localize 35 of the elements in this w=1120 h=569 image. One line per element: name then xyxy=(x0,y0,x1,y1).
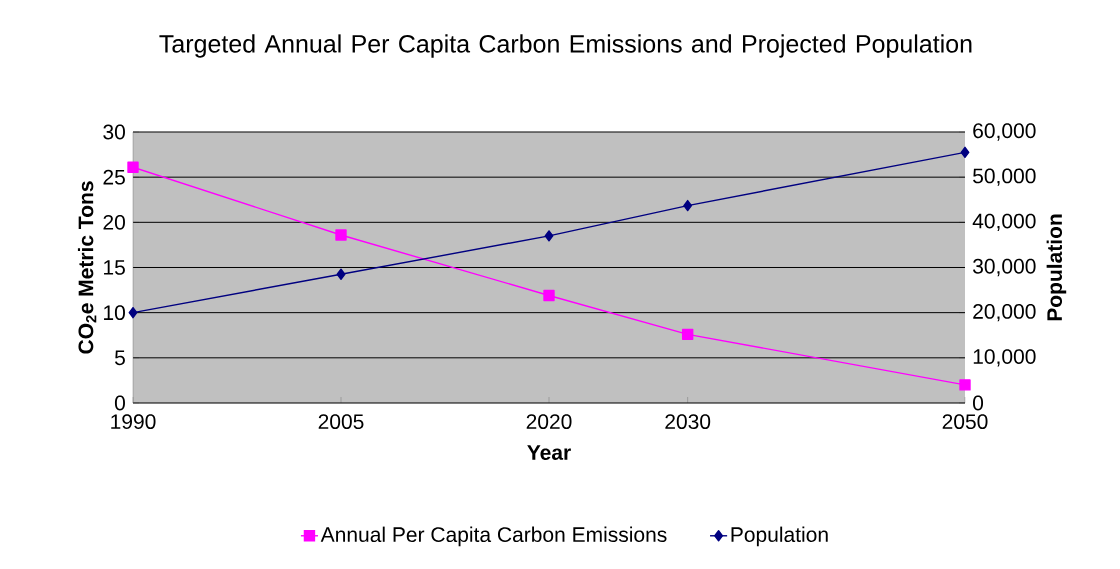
y-tick-label: 25 xyxy=(103,169,125,185)
point xyxy=(960,146,970,159)
y2-tick-label: 50,000 xyxy=(973,168,1036,186)
y-tick-label: 5 xyxy=(114,350,125,366)
x-tick-label: 2050 xyxy=(942,414,988,430)
point xyxy=(127,161,139,173)
y-tick-label: 10 xyxy=(104,305,125,321)
y-tick-label: 15 xyxy=(104,260,125,275)
y2-tick-label: 30,000 xyxy=(973,258,1036,277)
y2-axis-title: Population xyxy=(1046,214,1067,321)
legend-label: Annual Per Capita Carbon Emissions xyxy=(320,526,667,547)
point xyxy=(335,229,347,241)
point xyxy=(544,230,554,242)
point xyxy=(681,328,694,341)
point xyxy=(683,199,693,212)
point xyxy=(336,268,346,280)
chart-title: Targeted Annual Per Capita Carbon Emissions and Projected Population xyxy=(159,34,972,58)
x-axis-title: Year xyxy=(527,445,571,460)
x-tick-label: 2020 xyxy=(526,414,572,430)
legend-label: Population xyxy=(731,526,828,547)
x-tick-label: 2005 xyxy=(318,414,364,430)
point xyxy=(959,379,971,391)
y2-tick-label: 40,000 xyxy=(972,213,1036,231)
y2-tick-label: 0 xyxy=(973,395,984,411)
y2-tick-label: 20,000 xyxy=(973,303,1036,322)
x-tick-label: 1990 xyxy=(111,414,156,430)
y-tick-label: 0 xyxy=(114,395,125,411)
y-tick-label: 30 xyxy=(103,124,125,140)
point xyxy=(543,289,555,302)
y2-tick-label: 60,000 xyxy=(973,123,1036,141)
y-tick-label: 20 xyxy=(103,214,125,230)
x-tick-label: 2030 xyxy=(665,414,711,430)
point xyxy=(128,306,138,319)
y-axis-title: CO$_{2}$e Metric Tons xyxy=(77,181,97,354)
y2-tick-label: 10,000 xyxy=(973,349,1036,367)
